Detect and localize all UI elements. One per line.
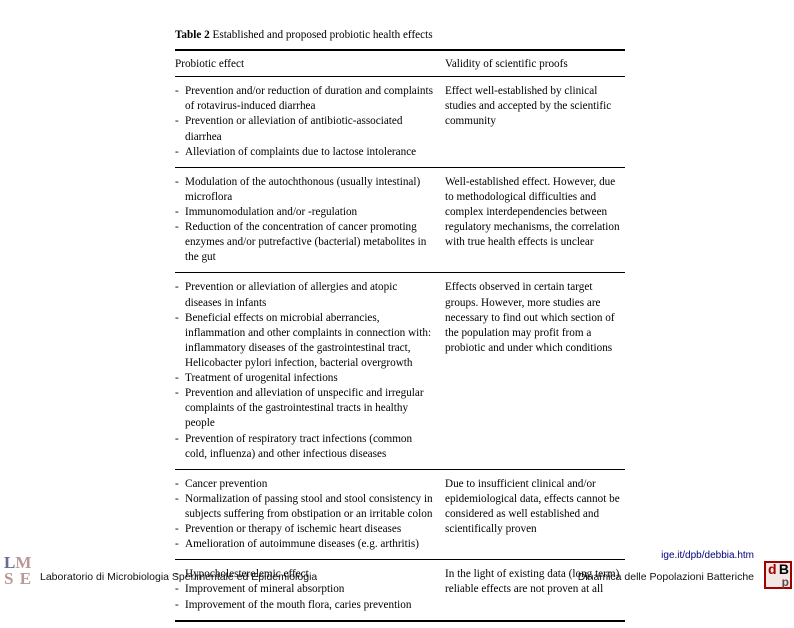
footer-url: ige.it/dpb/debbia.htm: [661, 550, 754, 561]
header-right: Validity of scientific proofs: [445, 57, 625, 72]
list-item: - Prevention or alleviation of antibioti…: [175, 114, 435, 144]
list-item: - Prevention or therapy of ischemic hear…: [175, 522, 435, 537]
list-item: - Alleviation of complaints due to lacto…: [175, 145, 435, 160]
section-right: Due to insufficient clinical and/or epid…: [445, 477, 625, 537]
list-item-text: Normalization of passing stool and stool…: [185, 492, 435, 522]
dash-icon: -: [175, 537, 185, 552]
list-item-text: Reduction of the concentration of cancer…: [185, 220, 435, 265]
table-header-row: Probiotic effect Validity of scientific …: [175, 57, 625, 72]
list-item-text: Amelioration of autoimmune diseases (e.g…: [185, 537, 435, 552]
header-left: Probiotic effect: [175, 57, 445, 72]
dash-icon: -: [175, 220, 185, 265]
list-item-text: Prevention and alleviation of unspecific…: [185, 386, 435, 431]
list-item-text: Prevention or alleviation of allergies a…: [185, 280, 435, 310]
section-right: Effects observed in certain target group…: [445, 280, 625, 356]
table-section: - Prevention or alleviation of allergies…: [175, 277, 625, 464]
dash-icon: -: [175, 598, 185, 613]
list-item-text: Prevention or alleviation of antibiotic-…: [185, 114, 435, 144]
bottom-border: [175, 620, 625, 622]
dash-icon: -: [175, 205, 185, 220]
header-border: [175, 76, 625, 77]
list-item: - Treatment of urogenital infections: [175, 371, 435, 386]
dash-icon: -: [175, 371, 185, 386]
list-item-text: Prevention of respiratory tract infectio…: [185, 432, 435, 462]
list-item-text: Prevention or therapy of ischemic heart …: [185, 522, 435, 537]
dash-icon: -: [175, 386, 185, 431]
section-divider: [175, 469, 625, 470]
table-section: - Modulation of the autochthonous (usual…: [175, 172, 625, 269]
table-document: Table 2 Established and proposed probiot…: [175, 28, 625, 628]
list-item-text: Prevention and/or reduction of duration …: [185, 84, 435, 114]
dash-icon: -: [175, 477, 185, 492]
list-item-text: Alleviation of complaints due to lactose…: [185, 145, 435, 160]
table-body: - Prevention and/or reduction of duratio…: [175, 81, 625, 621]
list-item-text: Immunomodulation and/or -regulation: [185, 205, 435, 220]
footer-left-text: Laboratorio di Microbiologia Sperimental…: [40, 571, 317, 583]
table-number: Table 2: [175, 29, 210, 41]
footer-right-text: Dinamica delle Popolazioni Batteriche: [578, 571, 754, 583]
section-left: - Prevention or alleviation of allergies…: [175, 280, 445, 461]
dash-icon: -: [175, 492, 185, 522]
list-item: - Prevention and/or reduction of duratio…: [175, 84, 435, 114]
table-title: Table 2 Established and proposed probiot…: [175, 28, 625, 43]
list-item-text: Improvement of mineral absorption: [185, 582, 435, 597]
dash-icon: -: [175, 432, 185, 462]
dash-icon: -: [175, 175, 185, 205]
section-left: - Modulation of the autochthonous (usual…: [175, 175, 445, 266]
dash-icon: -: [175, 311, 185, 371]
section-right: Well-established effect. However, due to…: [445, 175, 625, 251]
dash-icon: -: [175, 522, 185, 537]
table-caption: Established and proposed probiotic healt…: [210, 29, 433, 41]
list-item: - Improvement of mineral absorption: [175, 582, 435, 597]
section-divider: [175, 167, 625, 168]
list-item-text: Cancer prevention: [185, 477, 435, 492]
section-left: - Prevention and/or reduction of duratio…: [175, 84, 445, 160]
table-section: - Prevention and/or reduction of duratio…: [175, 81, 625, 163]
list-item: - Reduction of the concentration of canc…: [175, 220, 435, 265]
list-item: - Prevention or alleviation of allergies…: [175, 280, 435, 310]
list-item: - Prevention of respiratory tract infect…: [175, 432, 435, 462]
dash-icon: -: [175, 280, 185, 310]
top-border: [175, 49, 625, 51]
dash-icon: -: [175, 84, 185, 114]
list-item: - Prevention and alleviation of unspecif…: [175, 386, 435, 431]
dash-icon: -: [175, 114, 185, 144]
list-item-text: Improvement of the mouth flora, caries p…: [185, 598, 435, 613]
list-item: - Improvement of the mouth flora, caries…: [175, 598, 435, 613]
logo-right-icon: dBp: [764, 561, 792, 589]
table-section: - Cancer prevention- Normalization of pa…: [175, 474, 625, 556]
section-divider: [175, 272, 625, 273]
list-item: - Cancer prevention: [175, 477, 435, 492]
list-item: - Amelioration of autoimmune diseases (e…: [175, 537, 435, 552]
section-right: Effect well-established by clinical stud…: [445, 84, 625, 129]
list-item: - Normalization of passing stool and sto…: [175, 492, 435, 522]
list-item-text: Treatment of urogenital infections: [185, 371, 435, 386]
section-left: - Cancer prevention- Normalization of pa…: [175, 477, 445, 553]
list-item: - Modulation of the autochthonous (usual…: [175, 175, 435, 205]
dash-icon: -: [175, 582, 185, 597]
list-item-text: Beneficial effects on microbial aberranc…: [185, 311, 435, 371]
list-item: - Beneficial effects on microbial aberra…: [175, 311, 435, 371]
list-item: - Immunomodulation and/or -regulation: [175, 205, 435, 220]
dash-icon: -: [175, 145, 185, 160]
section-divider: [175, 559, 625, 560]
logo-left-icon: LM S E: [4, 553, 38, 587]
list-item-text: Modulation of the autochthonous (usually…: [185, 175, 435, 205]
